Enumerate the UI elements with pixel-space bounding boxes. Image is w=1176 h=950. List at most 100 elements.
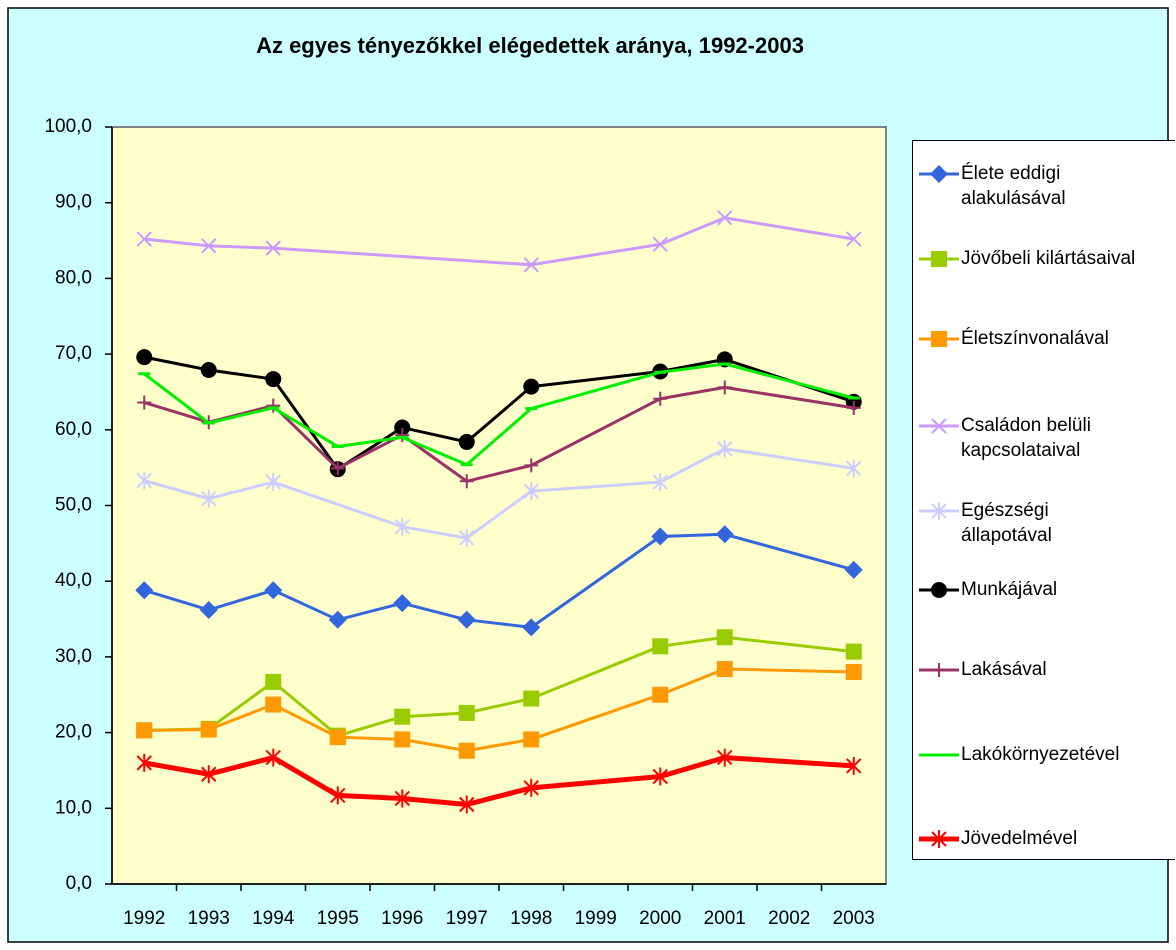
- x-tick-label: 2000: [639, 908, 681, 929]
- series-line: [143, 355, 855, 471]
- y-tick-label: 60,0: [55, 419, 92, 440]
- marker: [200, 361, 217, 378]
- y-tick-label: 40,0: [55, 570, 92, 591]
- marker: [330, 786, 346, 805]
- legend-item: Lakókörnyezetével: [919, 742, 1175, 768]
- marker: [653, 391, 668, 406]
- marker: [523, 731, 540, 748]
- marker: [458, 433, 475, 450]
- legend-label: Lakókörnyezetével: [961, 744, 1120, 765]
- legend-label: Lakásával: [961, 659, 1047, 680]
- marker: [524, 458, 539, 473]
- marker: [459, 474, 474, 489]
- marker: [135, 581, 154, 600]
- marker: [716, 661, 733, 678]
- marker: [459, 795, 475, 814]
- marker: [652, 473, 668, 492]
- marker: [523, 378, 540, 395]
- legend-icon: [919, 165, 959, 183]
- marker: [846, 459, 862, 478]
- legend-label: Egészségi állapotával: [961, 500, 1052, 546]
- marker: [931, 502, 947, 520]
- marker: [523, 778, 539, 797]
- x-tick-label: 1996: [381, 908, 423, 929]
- legend-icon: [919, 663, 959, 677]
- legend-item: Jövedelmével: [919, 826, 1175, 852]
- y-tick-label: 80,0: [55, 267, 92, 288]
- marker: [523, 482, 539, 501]
- legend: Élete eddigi alakulásával Jövőbeli kilárt…: [912, 140, 1175, 860]
- marker: [652, 638, 669, 655]
- marker: [265, 748, 281, 767]
- marker: [931, 331, 947, 347]
- y-tick-label: 50,0: [55, 495, 92, 516]
- x-tick-label: 1992: [123, 908, 165, 929]
- legend-label: Jövőbeli kilártásaival: [961, 248, 1136, 269]
- legend-icon: [919, 331, 959, 347]
- marker: [394, 731, 411, 748]
- marker: [393, 594, 412, 613]
- marker: [266, 398, 281, 413]
- marker: [931, 582, 947, 598]
- legend-label: Életszínvonalával: [961, 328, 1109, 349]
- marker: [717, 380, 732, 395]
- marker: [136, 349, 153, 366]
- marker: [394, 708, 411, 725]
- x-tick-label: 1998: [510, 908, 552, 929]
- x-tick-label: 2001: [704, 908, 746, 929]
- legend-item: Egészségi állapotával: [919, 498, 1175, 548]
- series-line: [143, 362, 855, 467]
- marker: [265, 473, 281, 492]
- x-tick-label: 2002: [768, 908, 810, 929]
- marker: [931, 830, 947, 848]
- marker: [201, 238, 217, 254]
- marker: [522, 618, 541, 637]
- x-tick-label: 1995: [317, 908, 359, 929]
- marker: [330, 461, 345, 476]
- series-line: [144, 667, 854, 753]
- marker: [394, 517, 410, 536]
- x-tick-label: 1994: [252, 908, 295, 929]
- marker: [265, 371, 282, 388]
- marker: [328, 610, 347, 629]
- marker: [717, 210, 733, 226]
- marker: [652, 686, 669, 703]
- marker: [459, 529, 475, 548]
- series-line: [143, 755, 854, 808]
- legend-item: Jövőbeli kilártásaival: [919, 246, 1175, 272]
- marker: [264, 581, 283, 600]
- chart-title: Az egyes tényezőkkel elégedettek aránya,…: [256, 33, 804, 58]
- marker: [652, 236, 668, 253]
- marker: [394, 789, 410, 808]
- marker: [651, 527, 670, 546]
- legend-label: Munkájával: [961, 579, 1058, 600]
- marker: [265, 240, 281, 256]
- legend-item: Élete eddigi alakulásával: [919, 161, 1175, 211]
- legend-icon: [919, 753, 959, 757]
- marker: [136, 753, 152, 772]
- y-tick-label: 0,0: [66, 873, 92, 894]
- x-tick-label: 2003: [833, 908, 875, 929]
- marker: [458, 704, 475, 721]
- marker: [716, 629, 733, 646]
- marker: [395, 428, 410, 443]
- legend-label: Jövedelmével: [961, 828, 1078, 849]
- marker: [845, 664, 862, 681]
- y-tick-label: 30,0: [55, 646, 92, 667]
- legend-icon: [919, 418, 959, 434]
- series-line: [143, 532, 855, 629]
- marker: [932, 663, 946, 677]
- y-tick-label: 20,0: [55, 722, 92, 743]
- marker: [523, 690, 540, 707]
- legend-label: Élete eddigi alakulásával: [961, 163, 1066, 209]
- legend-item: Életszínvonalával: [919, 326, 1175, 352]
- marker: [846, 756, 862, 775]
- marker: [201, 765, 217, 784]
- legend-item: Lakásával: [919, 657, 1175, 683]
- marker: [931, 418, 947, 434]
- marker: [394, 419, 411, 436]
- marker: [844, 560, 863, 579]
- marker: [523, 257, 539, 273]
- marker: [715, 525, 734, 544]
